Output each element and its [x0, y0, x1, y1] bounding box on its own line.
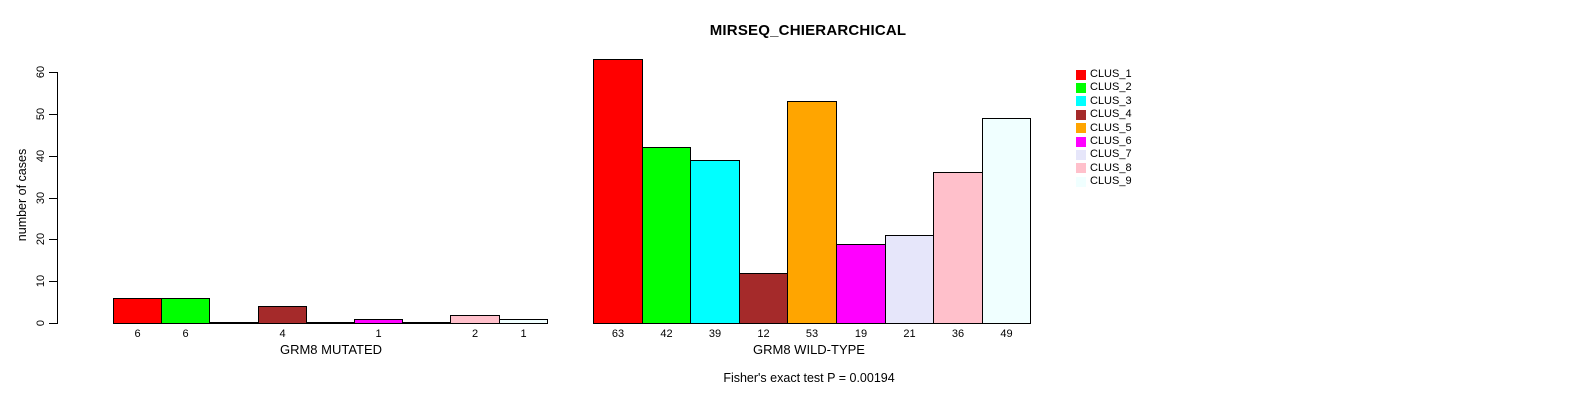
y-tick-label: 60 [35, 65, 47, 79]
bar-value-label: 21 [903, 328, 916, 340]
bar-value-label: 19 [854, 328, 868, 340]
y-tick-label: 50 [35, 107, 47, 121]
legend-item: CLUS_9 [1076, 176, 1132, 187]
legend-label: CLUS_7 [1090, 148, 1132, 161]
legend-item: CLUS_4 [1076, 109, 1132, 120]
legend-swatch [1076, 176, 1086, 187]
legend-item: CLUS_5 [1076, 121, 1132, 134]
bar-grm8-wild-type-clus_8 [933, 172, 983, 324]
legend-swatch [1076, 123, 1086, 134]
bar-zero-clus_3 [209, 322, 259, 324]
legend-swatch [1076, 163, 1086, 174]
bar-grm8-mutated-clus_1 [113, 298, 162, 324]
bar-grm8-wild-type-clus_4 [739, 273, 788, 324]
y-tick [49, 323, 57, 324]
bar-grm8-mutated-clus_2 [161, 298, 210, 324]
legend-swatch [1076, 149, 1086, 160]
bar-value-label: 2 [471, 328, 479, 340]
bar-value-label: 53 [805, 328, 819, 340]
bar-value-label: 42 [660, 328, 673, 340]
bar-grm8-wild-type-clus_2 [642, 147, 691, 324]
y-tick-label: 30 [35, 191, 47, 205]
legend-swatch [1076, 136, 1086, 147]
bar-value-label: 12 [757, 328, 770, 340]
legend-label: CLUS_9 [1090, 175, 1132, 188]
y-tick [49, 72, 57, 73]
legend-swatch [1076, 69, 1086, 80]
legend-label: CLUS_2 [1090, 81, 1132, 94]
legend-swatch [1076, 82, 1086, 93]
y-tick-label: 20 [35, 232, 47, 246]
y-tick [49, 239, 57, 240]
y-tick [49, 281, 57, 282]
bar-value-label: 6 [134, 328, 141, 340]
bar-value-label: 39 [708, 328, 722, 340]
bar-grm8-mutated-clus_4 [258, 306, 307, 324]
legend-label: CLUS_4 [1090, 108, 1132, 121]
bar-value-label: 49 [1000, 328, 1013, 340]
legend-item: CLUS_2 [1076, 82, 1132, 93]
legend-label: CLUS_1 [1090, 68, 1132, 80]
y-tick-label: 0 [35, 319, 47, 327]
bar-grm8-wild-type-clus_7 [885, 235, 934, 324]
legend-label: CLUS_8 [1090, 161, 1132, 174]
legend-label: CLUS_5 [1090, 121, 1132, 134]
fisher-test-annotation: Fisher's exact test P = 0.00194 [723, 371, 895, 385]
bar-value-label: 1 [375, 328, 382, 340]
y-tick [49, 114, 57, 115]
bar-zero-clus_5 [306, 322, 355, 324]
legend-item: CLUS_6 [1076, 136, 1132, 147]
bar-value-label: 36 [951, 328, 965, 340]
legend-item: CLUS_3 [1076, 94, 1132, 107]
x-group-label-wildtype: GRM8 WILD-TYPE [753, 342, 865, 357]
legend-item: CLUS_1 [1076, 69, 1132, 80]
bar-zero-clus_7 [402, 322, 451, 324]
y-tick [49, 156, 57, 157]
y-axis-title: number of cases [15, 148, 29, 242]
bar-grm8-wild-type-clus_9 [982, 118, 1031, 324]
legend-swatch [1076, 109, 1086, 120]
y-tick-label: 10 [35, 274, 47, 288]
bar-grm8-wild-type-clus_6 [836, 244, 886, 324]
y-tick [49, 198, 57, 199]
bar-grm8-wild-type-clus_1 [593, 59, 643, 324]
bar-grm8-mutated-clus_8 [450, 315, 500, 324]
bar-grm8-mutated-clus_9 [499, 319, 548, 324]
bar-value-label: 1 [520, 328, 527, 340]
legend-swatch [1076, 96, 1086, 107]
legend-item: CLUS_8 [1076, 161, 1132, 174]
bar-grm8-wild-type-clus_5 [787, 101, 837, 324]
y-tick-label: 40 [35, 149, 47, 163]
legend-label: CLUS_3 [1090, 94, 1132, 107]
y-axis-line [57, 72, 58, 324]
x-group-label-mutated: GRM8 MUTATED [279, 342, 383, 357]
bar-value-label: 63 [611, 328, 625, 340]
bar-grm8-mutated-clus_6 [354, 319, 403, 324]
legend-item: CLUS_7 [1076, 149, 1132, 160]
chart-title: MIRSEQ_CHIERARCHICAL [709, 22, 907, 39]
bar-value-label: 6 [182, 328, 189, 340]
bar-value-label: 4 [279, 328, 286, 340]
legend-label: CLUS_6 [1090, 135, 1132, 147]
bar-grm8-wild-type-clus_3 [690, 160, 740, 324]
